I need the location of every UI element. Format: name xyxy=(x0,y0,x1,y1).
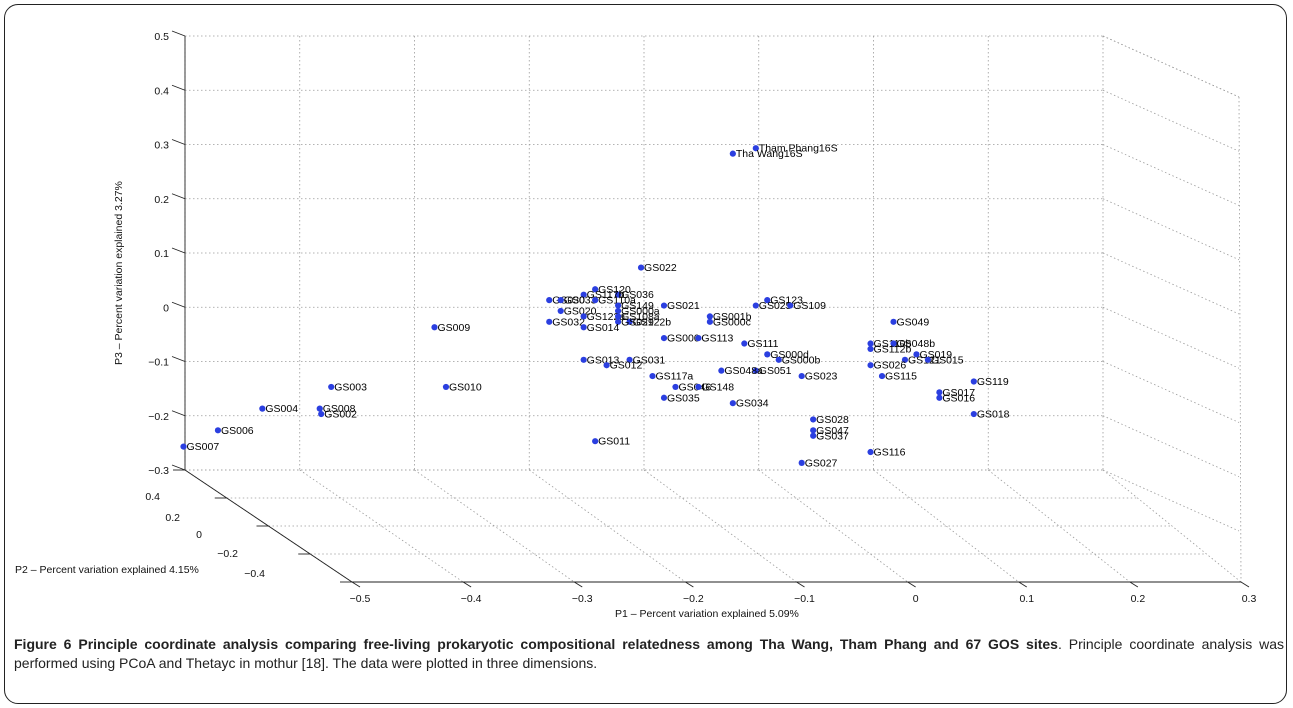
z-grid-line-side xyxy=(1103,307,1239,368)
z-tick-label: 0.2 xyxy=(154,194,169,206)
z-grid-line-side xyxy=(1103,362,1239,423)
points-layer: Tham Phang16STha Wang16SGS022GS120GS036G… xyxy=(180,143,1009,470)
x-tick-mark xyxy=(685,582,693,587)
data-point-label: GS003 xyxy=(334,381,367,393)
data-point-label: GS022 xyxy=(644,262,677,274)
data-point-label: GS035 xyxy=(667,392,700,404)
y-axis-label: P2 – Percent variation explained 4.15% xyxy=(15,564,199,576)
x-tick-mark xyxy=(574,582,582,587)
z-tick-label: −0.3 xyxy=(148,465,169,477)
data-point-label: GS049 xyxy=(897,316,930,328)
z-tick-mark xyxy=(172,85,185,90)
x-tick-mark xyxy=(1130,582,1138,587)
data-point-label: GS119 xyxy=(977,376,1009,388)
x-tick-mark xyxy=(797,582,805,587)
data-point-label: GS006 xyxy=(221,425,254,437)
data-point-label: GS007 xyxy=(187,441,220,453)
z-tick-mark xyxy=(172,465,185,470)
x-tick-mark xyxy=(1241,582,1249,587)
data-point-label: GS025 xyxy=(759,300,792,312)
z-grid-line-side xyxy=(1103,145,1239,206)
z-tick-mark xyxy=(172,302,185,307)
z-grid-line-side xyxy=(1103,416,1239,477)
x-tick-mark xyxy=(1019,582,1027,587)
z-grid-line-side xyxy=(1103,470,1239,531)
data-point-label: GS002 xyxy=(324,409,357,421)
data-point-label: GS004 xyxy=(265,403,298,415)
x-tick-label: −0.3 xyxy=(572,593,593,605)
data-point-label: GS148 xyxy=(701,381,734,393)
data-point-label: GS051 xyxy=(759,365,792,377)
x-tick-label: 0 xyxy=(913,593,919,605)
data-point-label: GS027 xyxy=(805,457,838,469)
y-tick-label: −0.2 xyxy=(217,548,238,560)
x-tick-label: −0.5 xyxy=(350,593,371,605)
data-point-label: GS029 xyxy=(621,316,654,328)
x-tick-mark xyxy=(352,582,360,587)
data-point-label: GS010 xyxy=(449,381,482,393)
x-tick-label: −0.4 xyxy=(461,593,482,605)
z-tick-mark xyxy=(172,31,185,36)
x-tick-mark xyxy=(463,582,471,587)
z-tick-mark xyxy=(172,248,185,253)
y-tick-label: 0.2 xyxy=(165,512,180,524)
data-point-label: GS021 xyxy=(667,300,700,312)
data-point-label: GS037 xyxy=(816,430,849,442)
y-tick-label: 0.4 xyxy=(145,491,160,503)
data-point-label: GS011 xyxy=(598,436,630,448)
figure-caption: Figure 6 Principle coordinate analysis c… xyxy=(14,635,1284,673)
z-axis-label: P3 – Percent variation explained 3.27% xyxy=(113,181,125,365)
y-tick-label: 0 xyxy=(196,529,202,541)
axes-layer: −0.3 −0.2 −0.1 0 0.1 0.2 0.3 0.4 0.5 −0.5 −0.4 −0.3… xyxy=(145,31,1256,605)
z-tick-mark xyxy=(172,411,185,416)
data-point-label: Tha Wang16S xyxy=(736,148,803,160)
data-point-label: GS018 xyxy=(977,409,1010,421)
y-tick-label: −0.4 xyxy=(244,568,265,580)
data-point-label: GS014 xyxy=(587,322,620,334)
z-tick-label: 0 xyxy=(163,302,169,314)
x-tick-label: −0.2 xyxy=(683,593,704,605)
side-wall-edge xyxy=(1239,97,1241,582)
x-tick-label: −0.1 xyxy=(794,593,815,605)
figure-frame: −0.3 −0.2 −0.1 0 0.1 0.2 0.3 0.4 0.5 −0.5 −0.4 −0.3… xyxy=(4,4,1287,704)
data-point-label: GS023 xyxy=(805,371,838,383)
caption-title: Figure 6 Principle coordinate analysis c… xyxy=(14,636,1058,652)
side-wall-top xyxy=(1103,36,1239,97)
z-tick-label: 0.5 xyxy=(154,31,169,43)
z-tick-label: −0.2 xyxy=(148,411,169,423)
data-point-label: GS000c xyxy=(713,316,751,328)
data-point-label: GS009 xyxy=(438,322,471,334)
z-grid-line-side xyxy=(1103,36,1239,97)
pcoa-3d-scatter: −0.3 −0.2 −0.1 0 0.1 0.2 0.3 0.4 0.5 −0.5 −0.4 −0.3… xyxy=(5,5,1287,630)
x-tick-mark xyxy=(908,582,916,587)
z-tick-mark xyxy=(172,140,185,145)
x-tick-label: 0.2 xyxy=(1131,593,1146,605)
z-grid-line-side xyxy=(1103,90,1239,151)
data-point-label: GS112b xyxy=(874,343,912,355)
z-grid-line-side xyxy=(1103,199,1239,260)
data-point-label: GS113 xyxy=(701,333,733,345)
z-tick-label: 0.1 xyxy=(154,248,169,260)
z-grid-line-side xyxy=(1103,253,1239,314)
data-point-label: GS115 xyxy=(885,371,917,383)
x-axis-label: P1 – Percent variation explained 5.09% xyxy=(615,608,799,620)
data-point-label: GS000 xyxy=(667,333,700,345)
data-point-label: GS109 xyxy=(793,300,826,312)
z-tick-label: 0.4 xyxy=(154,85,169,97)
z-tick-label: 0.3 xyxy=(154,140,169,152)
data-point-label: GS012 xyxy=(610,360,643,372)
data-point-label: GS015 xyxy=(931,354,964,366)
x-tick-label: 0.3 xyxy=(1242,593,1257,605)
data-point-label: GS048a xyxy=(724,365,763,377)
data-point-label: GS034 xyxy=(736,398,769,410)
data-point-label: GS032 xyxy=(552,316,585,328)
z-tick-mark xyxy=(172,194,185,199)
data-point-label: GS016 xyxy=(942,392,975,404)
grid-layer xyxy=(185,36,1241,582)
z-tick-mark xyxy=(172,357,185,362)
x-tick-label: 0.1 xyxy=(1019,593,1034,605)
z-tick-label: −0.1 xyxy=(148,357,169,369)
data-point-label: GS116 xyxy=(874,447,906,459)
